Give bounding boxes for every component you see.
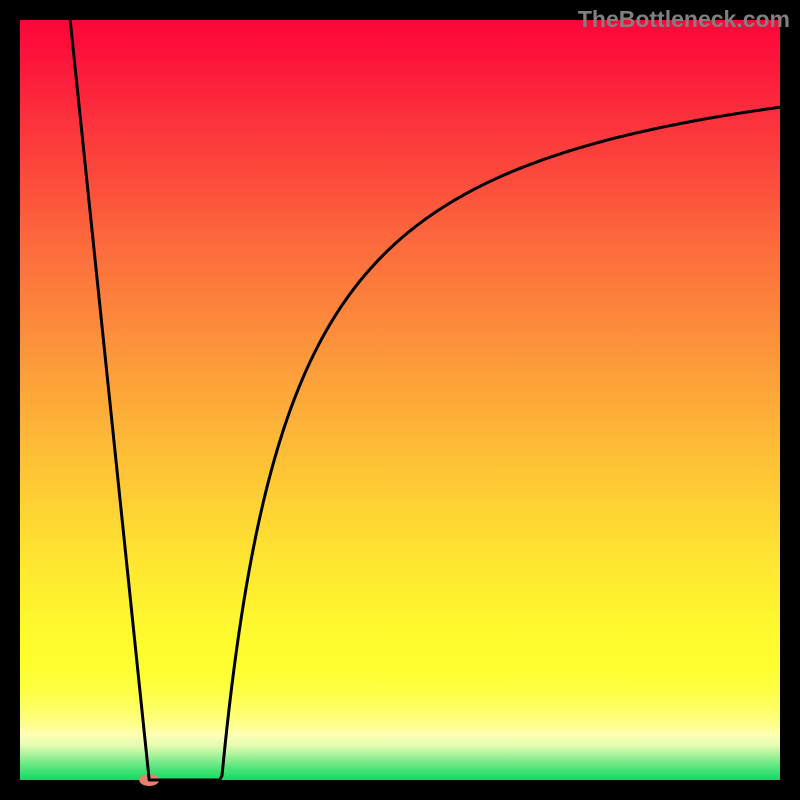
plot-area: [20, 20, 780, 780]
curve-layer: [20, 20, 780, 780]
bottleneck-chart: TheBottleneck.com: [0, 0, 800, 800]
bottleneck-curve: [70, 20, 786, 780]
watermark-text: TheBottleneck.com: [578, 6, 790, 33]
